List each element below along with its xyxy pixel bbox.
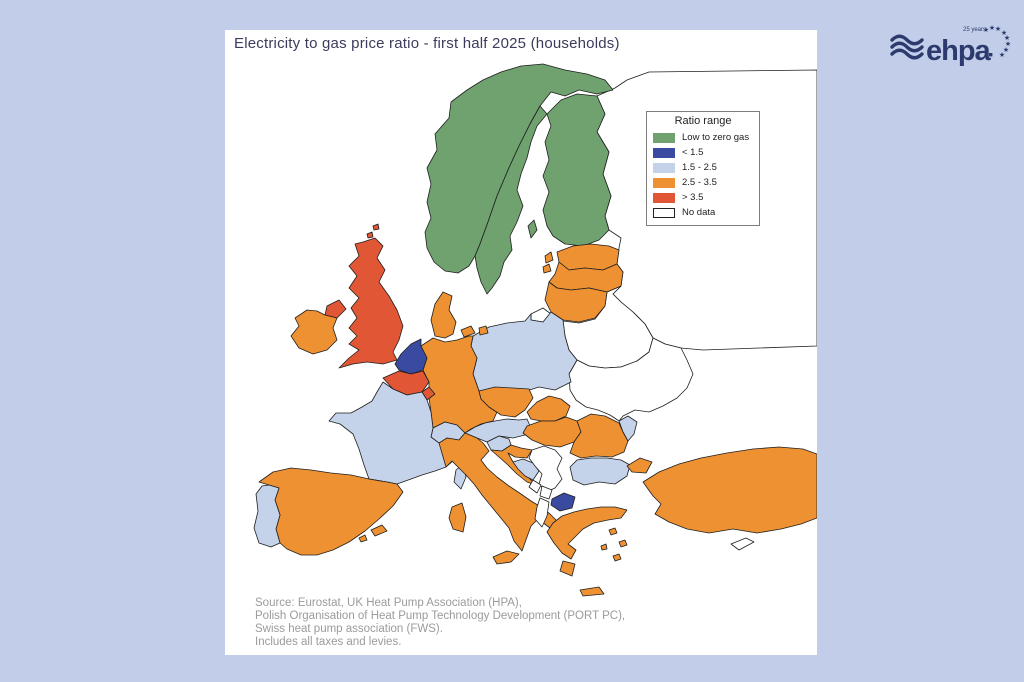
country-united-kingdom: [324, 223, 404, 369]
source-line: Polish Organisation of Heat Pump Technol…: [255, 610, 626, 622]
legend-swatch: [653, 177, 675, 188]
source-line: Includes all taxes and levies.: [255, 636, 402, 648]
logo-dot: [989, 53, 993, 57]
wave-icon: [890, 34, 924, 60]
legend-label: > 3.5: [682, 192, 704, 203]
country-cyprus: [730, 537, 755, 551]
country-poland: [470, 311, 578, 393]
country-bulgaria: [569, 457, 631, 486]
country-hungary: [522, 416, 582, 448]
country-finland: [542, 93, 612, 247]
country-romania: [569, 413, 629, 459]
country-slovakia: [526, 395, 571, 422]
legend-label: < 1.5: [682, 147, 704, 158]
legend-label: Low to zero gas: [682, 132, 750, 143]
legend-label: No data: [682, 207, 716, 218]
svg-text:★: ★: [983, 26, 989, 34]
legend-item: 1.5 - 2.5: [653, 160, 753, 175]
country-czechia: [478, 386, 534, 418]
logo-text: ehpa: [926, 35, 992, 67]
country-ireland: [290, 309, 338, 355]
legend-label: 1.5 - 2.5: [682, 162, 717, 173]
source-line: Swiss heat pump association (FWS).: [255, 623, 443, 635]
map-card: Electricity to gas price ratio - first h…: [225, 30, 817, 655]
legend-item: 2.5 - 3.5: [653, 175, 753, 190]
legend-swatch: [653, 192, 675, 203]
country-greece: [546, 506, 628, 597]
legend-item: > 3.5: [653, 190, 753, 205]
legend-item: Low to zero gas: [653, 130, 753, 145]
legend-swatch: [653, 207, 675, 218]
source-note: Source: Eurostat, UK Heat Pump Associati…: [255, 597, 625, 649]
svg-text:★: ★: [1004, 34, 1010, 42]
country-north-macedonia: [550, 492, 576, 512]
legend: Ratio range Low to zero gas < 1.5 1.5 - 2.…: [646, 111, 760, 226]
chart-title: Electricity to gas price ratio - first h…: [234, 35, 620, 52]
svg-text:★: ★: [1003, 46, 1009, 54]
country-norway: [424, 63, 614, 274]
country-denmark: [430, 291, 489, 339]
legend-item: < 1.5: [653, 145, 753, 160]
country-spain: [258, 467, 404, 556]
logo-anniversary: 25 years: [963, 27, 986, 33]
ehpa-logo: ehpa 25 years ★ ★ ★ ★ ★ ★ ★ ★: [890, 24, 1011, 67]
legend-swatch: [653, 147, 675, 158]
country-serbia: [528, 445, 563, 493]
legend-items: Low to zero gas < 1.5 1.5 - 2.5 2.5 - 3.5 > …: [653, 130, 753, 220]
legend-swatch: [653, 162, 675, 173]
svg-text:★: ★: [995, 25, 1001, 33]
country-bosnia: [512, 458, 540, 481]
svg-text:★: ★: [1005, 40, 1011, 48]
svg-text:★: ★: [999, 51, 1005, 59]
country-sweden: [474, 105, 548, 295]
country-moldova: [618, 415, 638, 442]
country-lithuania: [544, 281, 608, 323]
country-montenegro: [528, 479, 542, 494]
svg-text:★: ★: [989, 24, 995, 32]
country-germany: [420, 335, 498, 434]
country-kosovo: [539, 485, 553, 500]
legend-item: No data: [653, 205, 753, 220]
country-albania: [534, 497, 550, 528]
svg-text:★: ★: [1001, 29, 1007, 37]
country-portugal: [253, 484, 281, 548]
country-netherlands: [394, 338, 428, 375]
legend-title: Ratio range: [674, 115, 732, 127]
legend-label: 2.5 - 3.5: [682, 177, 717, 188]
legend-swatch: [653, 132, 675, 143]
country-turkey: [626, 446, 817, 534]
eu-stars-icon: ★ ★ ★ ★ ★ ★ ★ ★: [983, 24, 1011, 59]
country-ukraine: [568, 337, 694, 422]
source-line: Source: Eurostat, UK Heat Pump Associati…: [255, 597, 522, 609]
